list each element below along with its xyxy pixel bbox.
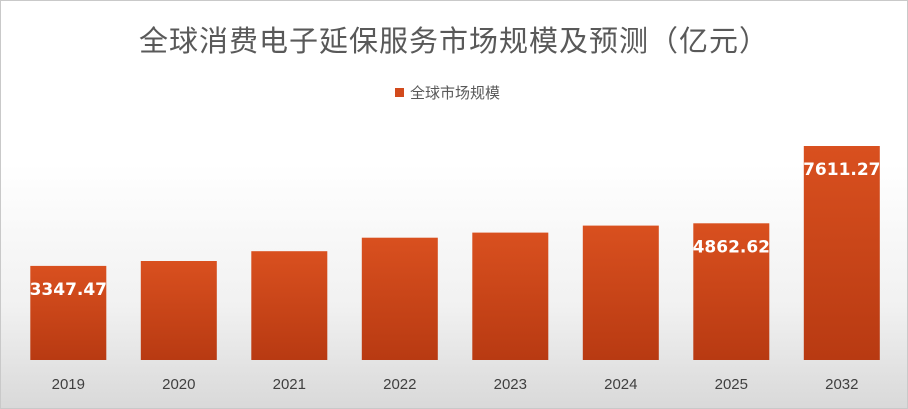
- data-label-2025: 4862.62: [693, 237, 770, 257]
- legend-label: 全球市场规模: [410, 84, 500, 102]
- bar-2024: [582, 225, 659, 360]
- bar-2025: [693, 223, 770, 360]
- bar-2021: [251, 251, 328, 360]
- bar-2032: [803, 146, 880, 360]
- bar-2020: [140, 261, 217, 360]
- bars-group: [30, 146, 880, 360]
- x-tick-2021: 2021: [273, 376, 306, 393]
- legend: 全球市场规模: [395, 84, 500, 102]
- x-axis-ticks: 2019 2020 2021 2022 2023 2024 2025 2032: [52, 376, 859, 393]
- x-tick-2020: 2020: [162, 376, 195, 393]
- bar-2019: [30, 265, 107, 360]
- bar-2022: [361, 237, 438, 360]
- value-labels-group: 3347.47 4862.62 7611.27: [30, 160, 881, 300]
- x-tick-2025: 2025: [715, 376, 748, 393]
- x-tick-2032: 2032: [825, 376, 858, 393]
- bar-2023: [472, 232, 549, 360]
- data-label-2019: 3347.47: [30, 280, 107, 300]
- x-tick-2022: 2022: [383, 376, 416, 393]
- data-label-2032: 7611.27: [803, 160, 880, 180]
- x-tick-2023: 2023: [494, 376, 527, 393]
- x-tick-2019: 2019: [52, 376, 85, 393]
- chart-title: 全球消费电子延保服务市场规模及预测（亿元）: [139, 24, 769, 58]
- x-tick-2024: 2024: [604, 376, 637, 393]
- legend-swatch: [395, 88, 404, 97]
